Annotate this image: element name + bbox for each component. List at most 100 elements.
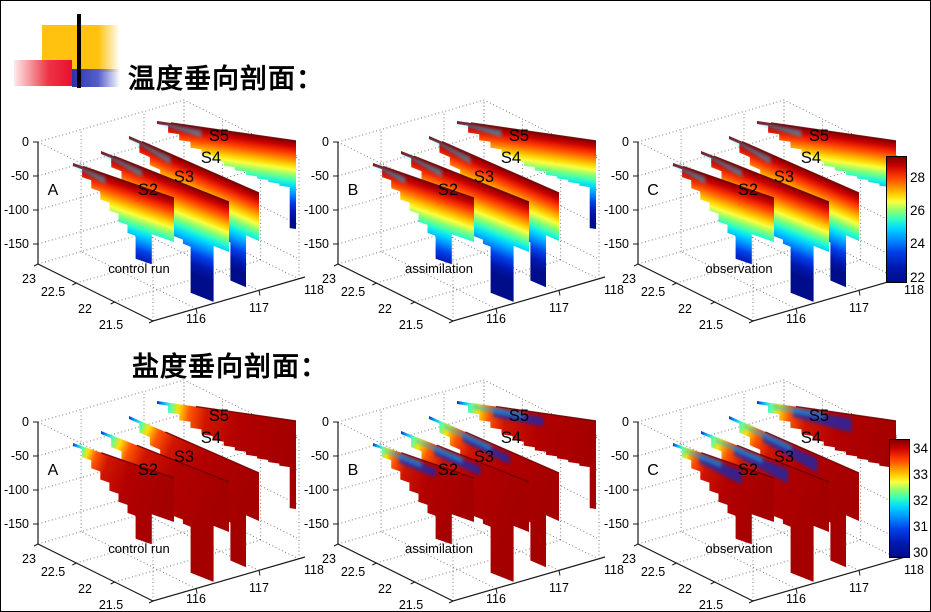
section-label-S3: S3 — [474, 448, 494, 466]
fresh-water-patch2-S4 — [744, 423, 792, 452]
salinity-colorbar-gradient — [889, 439, 910, 558]
section-ribbon-S5 — [157, 401, 296, 509]
y-tick-label: 21.5 — [699, 318, 723, 332]
panel-letter: A — [48, 462, 59, 479]
x-tick-label: 116 — [186, 312, 206, 326]
z-tick-label: -50 — [311, 169, 329, 183]
y-tick-label: 23 — [622, 272, 636, 286]
axes-lines — [637, 142, 906, 322]
run-label: control run — [108, 261, 169, 276]
z-tick-label: -150 — [604, 517, 629, 531]
y-tick-label: 22 — [378, 302, 392, 316]
section-ribbon-S5 — [457, 401, 596, 509]
z-tick-label: -100 — [304, 483, 329, 497]
section-ribbon-S5 — [457, 121, 596, 229]
x-tick-label: 117 — [849, 301, 869, 315]
x-tick-label: 116 — [186, 592, 206, 606]
temperature-colorbar-tick-label: 24 — [910, 236, 926, 252]
x-tick-label: 118 — [904, 563, 924, 577]
logo-blue-bar — [72, 69, 120, 87]
panel-salinity-A: 0 -50 -100 -150 23 22.5 22 21.5 116 117 118 S2 S3 S4 S… — [4, 379, 324, 612]
section-label-S5: S5 — [209, 407, 229, 425]
y-tick-label: 23 — [22, 552, 36, 566]
panel-letter: A — [48, 182, 59, 199]
y-tick-label: 21.5 — [699, 598, 723, 612]
x-tick-label: 117 — [249, 581, 269, 595]
section-ribbon-S2 — [673, 443, 774, 545]
z-tick-label: -100 — [4, 203, 29, 217]
z-tick-label: -50 — [11, 449, 29, 463]
section-label-S3: S3 — [174, 168, 194, 186]
y-tick-label: 23 — [322, 272, 336, 286]
thermocline-tip-streak-S2 — [373, 164, 406, 185]
salinity-colorbar-tick-label: 30 — [913, 545, 929, 561]
run-label: observation — [705, 261, 772, 276]
run-label: assimilation — [405, 541, 473, 556]
axes-lines — [37, 142, 306, 322]
z-tick-label: -50 — [611, 169, 629, 183]
y-tick-label: 22 — [678, 582, 692, 596]
thermocline-tip-streak-S2 — [673, 164, 706, 185]
section-ribbon-S5 — [157, 121, 296, 229]
y-tick-label: 22 — [78, 302, 92, 316]
y-tick-label: 22 — [378, 582, 392, 596]
z-tick-label: -150 — [304, 517, 329, 531]
section-label-S2: S2 — [738, 181, 758, 199]
x-tick-label: 118 — [904, 283, 924, 297]
panel-temperature-B-container: 0 -50 -100 -150 23 22.5 22 21.5 116 117 118 S2 S3 S4 S… — [301, 96, 636, 351]
y-tick-label: 21.5 — [399, 318, 423, 332]
z-tick-label: -150 — [4, 517, 29, 531]
y-tick-label: 22.5 — [41, 285, 65, 299]
z-tick-label: -50 — [311, 449, 329, 463]
panel-salinity-B-container: 0 -50 -100 -150 23 22.5 22 21.5 116 117 118 S2 S3 S4 S… — [301, 376, 636, 612]
panel-salinity-A-container: 0 -50 -100 -150 23 22.5 22 21.5 116 117 118 S2 S3 S4 S… — [1, 376, 336, 612]
section-label-S4: S4 — [201, 429, 221, 447]
panel-letter: C — [647, 462, 659, 479]
z-tick-label: 0 — [322, 135, 329, 149]
section-label-S2: S2 — [438, 461, 458, 479]
thermocline-tip-streak-S2 — [73, 164, 106, 185]
panel-temperature-C-container: 0 -50 -100 -150 23 22.5 22 21.5 116 117 118 S2 S3 S4 S… — [601, 96, 930, 351]
salinity-title: 盐度垂向剖面： — [132, 352, 328, 383]
fresh-water-patch2-S3 — [416, 438, 463, 464]
thermocline-tip-streak-S3 — [101, 152, 142, 178]
temperature-colorbar-tick-label: 28 — [910, 169, 926, 185]
x-tick-label: 117 — [549, 301, 569, 315]
x-tick-label: 118 — [304, 563, 324, 577]
thermocline-tip-streak-S4 — [129, 137, 171, 165]
section-ribbon-S2 — [673, 163, 774, 265]
section-label-S4: S4 — [501, 149, 521, 167]
section-label-S5: S5 — [809, 127, 829, 145]
section-label-S5: S5 — [809, 407, 829, 425]
x-tick-label: 116 — [486, 312, 506, 326]
panel-temperature-A: 0 -50 -100 -150 23 22.5 22 21.5 116 117 118 S2 S3 S4 S… — [4, 99, 324, 332]
thermocline-tip-streak-S5 — [157, 122, 202, 138]
section-ribbon-S5 — [757, 401, 896, 509]
x-tick-label: 116 — [486, 592, 506, 606]
z-tick-label: 0 — [22, 135, 29, 149]
z-tick-label: -150 — [4, 237, 29, 251]
section-label-S5: S5 — [509, 407, 529, 425]
thermocline-tip-streak-S5 — [757, 122, 802, 138]
panel-salinity-C-container: 0 -50 -100 -150 23 22.5 22 21.5 116 117 118 S2 S3 S4 S… — [601, 376, 930, 612]
thermocline-tip-streak-S3 — [401, 152, 442, 178]
axes-lines — [337, 142, 606, 322]
y-tick-label: 22.5 — [41, 565, 65, 579]
y-tick-label: 22.5 — [341, 285, 365, 299]
z-tick-label: -150 — [604, 237, 629, 251]
y-tick-label: 21.5 — [399, 598, 423, 612]
z-tick-label: -100 — [304, 203, 329, 217]
panel-salinity-C: 0 -50 -100 -150 23 22.5 22 21.5 116 117 118 S2 S3 S4 S… — [604, 379, 924, 612]
salinity-colorbar-tick-label: 32 — [913, 493, 929, 509]
z-tick-label: 0 — [322, 415, 329, 429]
section-ribbon-S2 — [373, 443, 474, 545]
section-label-S3: S3 — [174, 448, 194, 466]
panel-temperature-B: 0 -50 -100 -150 23 22.5 22 21.5 116 117 118 S2 S3 S4 S… — [304, 99, 624, 332]
y-tick-label: 21.5 — [99, 598, 123, 612]
y-tick-label: 23 — [22, 272, 36, 286]
section-label-S2: S2 — [138, 181, 158, 199]
panel-letter: C — [647, 182, 659, 199]
section-label-S3: S3 — [774, 448, 794, 466]
z-tick-label: -150 — [304, 237, 329, 251]
thermocline-tip-streak-S5 — [457, 122, 502, 138]
